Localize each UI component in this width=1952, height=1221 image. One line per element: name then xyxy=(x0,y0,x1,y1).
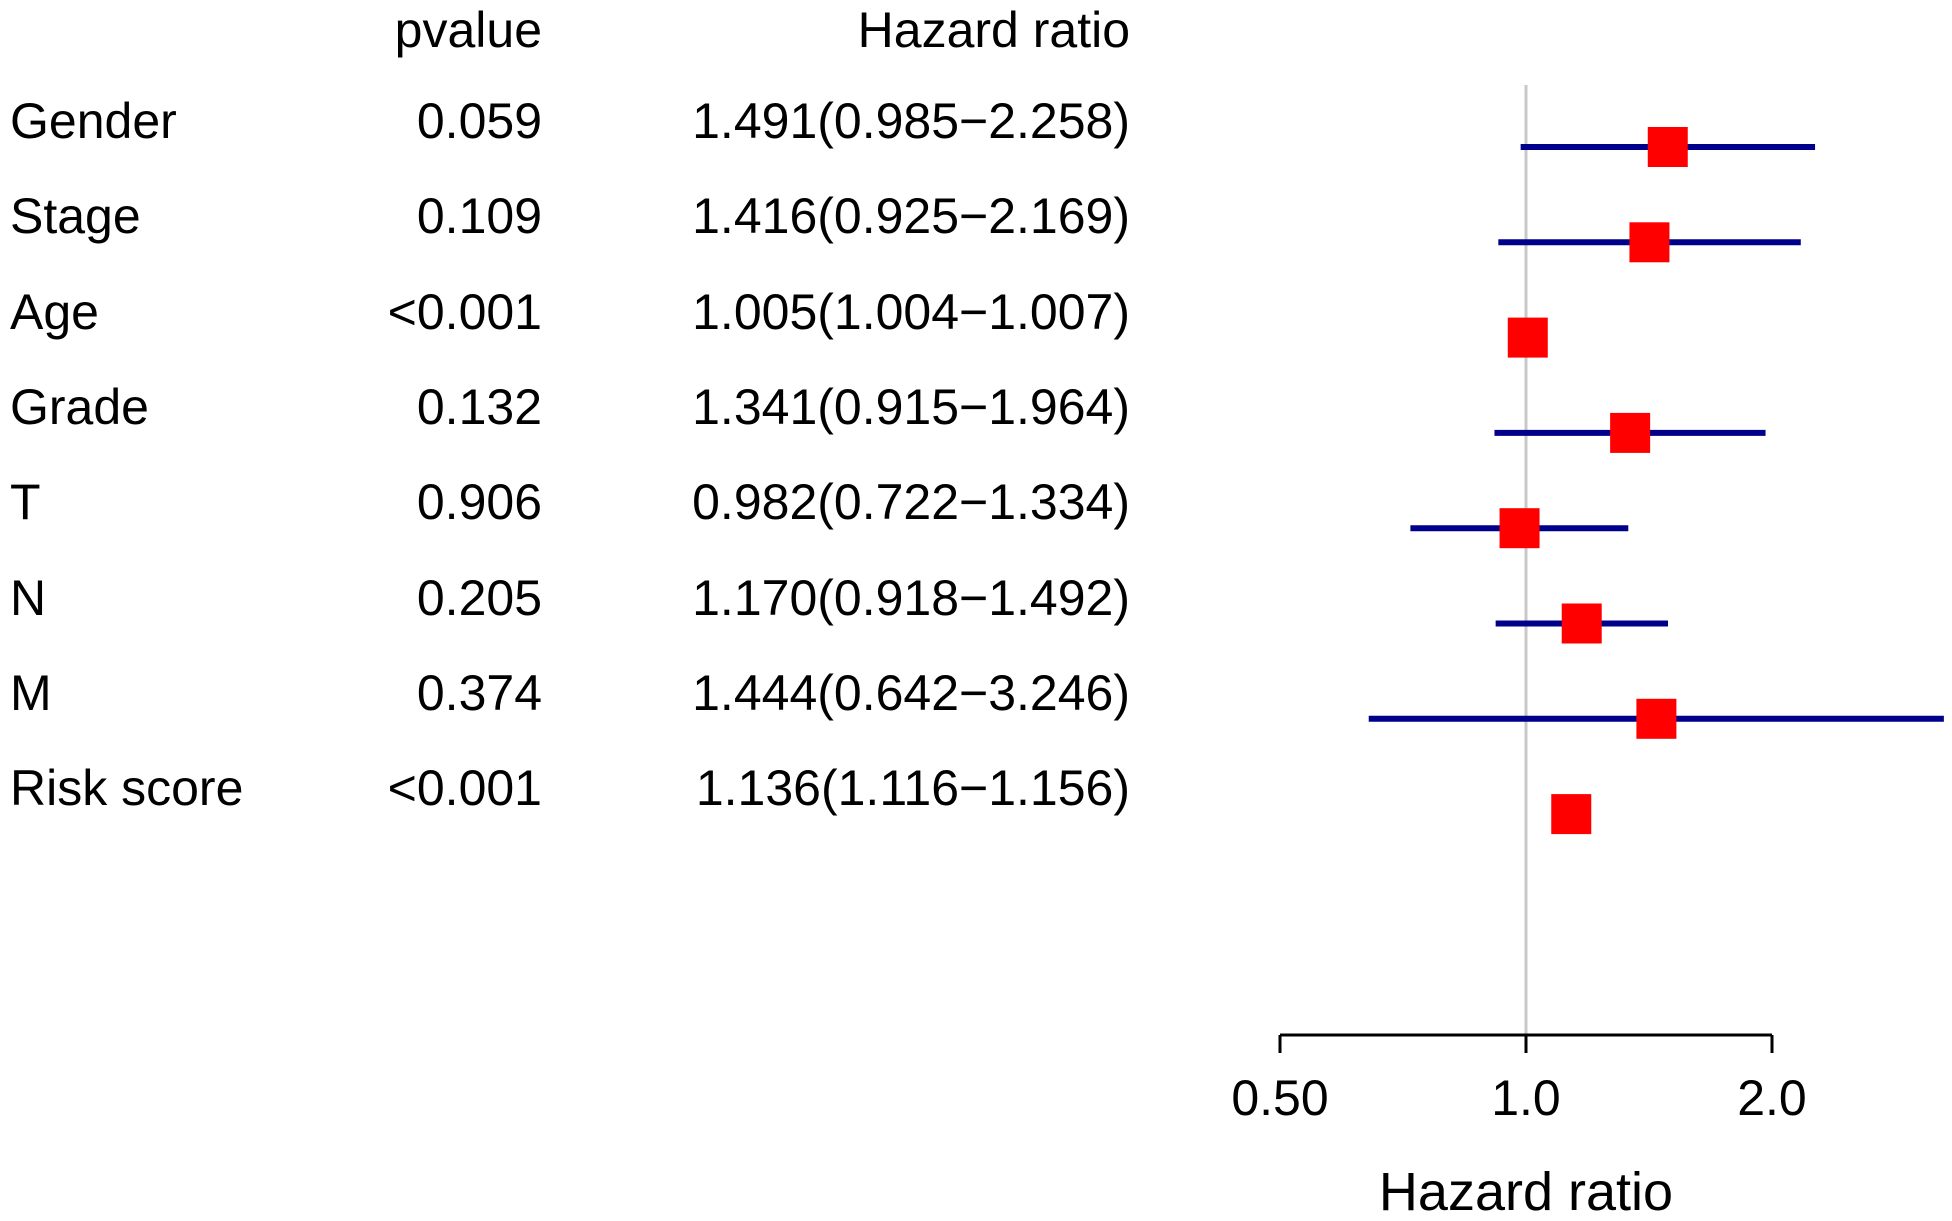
row-hazard-ratio: 0.982(0.722−1.334) xyxy=(692,474,1130,530)
row-pvalue: 0.906 xyxy=(416,474,542,530)
x-tick-label: 1.0 xyxy=(1491,1070,1561,1126)
hr-marker xyxy=(1561,603,1602,644)
row-pvalue: 0.132 xyxy=(416,379,542,435)
row-label: Age xyxy=(10,284,99,340)
row-hazard-ratio: 1.136(1.116−1.156) xyxy=(695,760,1130,816)
hr-marker xyxy=(1610,412,1651,453)
row-label: Gender xyxy=(10,93,177,149)
row-hazard-ratio: 1.416(0.925−2.169) xyxy=(692,188,1130,244)
row-label: Grade xyxy=(10,379,149,435)
hr-marker xyxy=(1499,508,1540,549)
row-pvalue: <0.001 xyxy=(387,284,542,340)
hr-marker xyxy=(1629,222,1670,263)
row-pvalue: <0.001 xyxy=(387,760,542,816)
x-axis-title: Hazard ratio xyxy=(1379,1162,1673,1221)
row-label: T xyxy=(10,474,41,530)
hr-marker xyxy=(1507,317,1548,358)
row-pvalue: 0.374 xyxy=(416,665,542,721)
row-pvalue: 0.205 xyxy=(416,570,542,626)
pvalue-column-header: pvalue xyxy=(394,2,542,58)
row-pvalue: 0.109 xyxy=(416,188,542,244)
x-tick-label: 0.50 xyxy=(1231,1070,1328,1126)
hr-marker xyxy=(1647,127,1688,167)
row-label: Stage xyxy=(10,188,141,244)
row-hazard-ratio: 1.341(0.915−1.964) xyxy=(692,379,1130,435)
row-hazard-ratio: 1.444(0.642−3.246) xyxy=(692,665,1130,721)
x-tick-label: 2.0 xyxy=(1737,1070,1807,1126)
hr-marker xyxy=(1636,698,1677,739)
hr-marker xyxy=(1551,794,1592,835)
row-hazard-ratio: 1.491(0.985−2.258) xyxy=(692,93,1130,149)
row-hazard-ratio: 1.170(0.918−1.492) xyxy=(692,570,1130,626)
row-label: Risk score xyxy=(10,760,244,816)
row-hazard-ratio: 1.005(1.004−1.007) xyxy=(692,284,1130,340)
row-label: N xyxy=(10,570,47,626)
hazard-ratio-column-header: Hazard ratio xyxy=(857,2,1130,58)
row-label: M xyxy=(10,665,52,721)
row-pvalue: 0.059 xyxy=(416,93,542,149)
